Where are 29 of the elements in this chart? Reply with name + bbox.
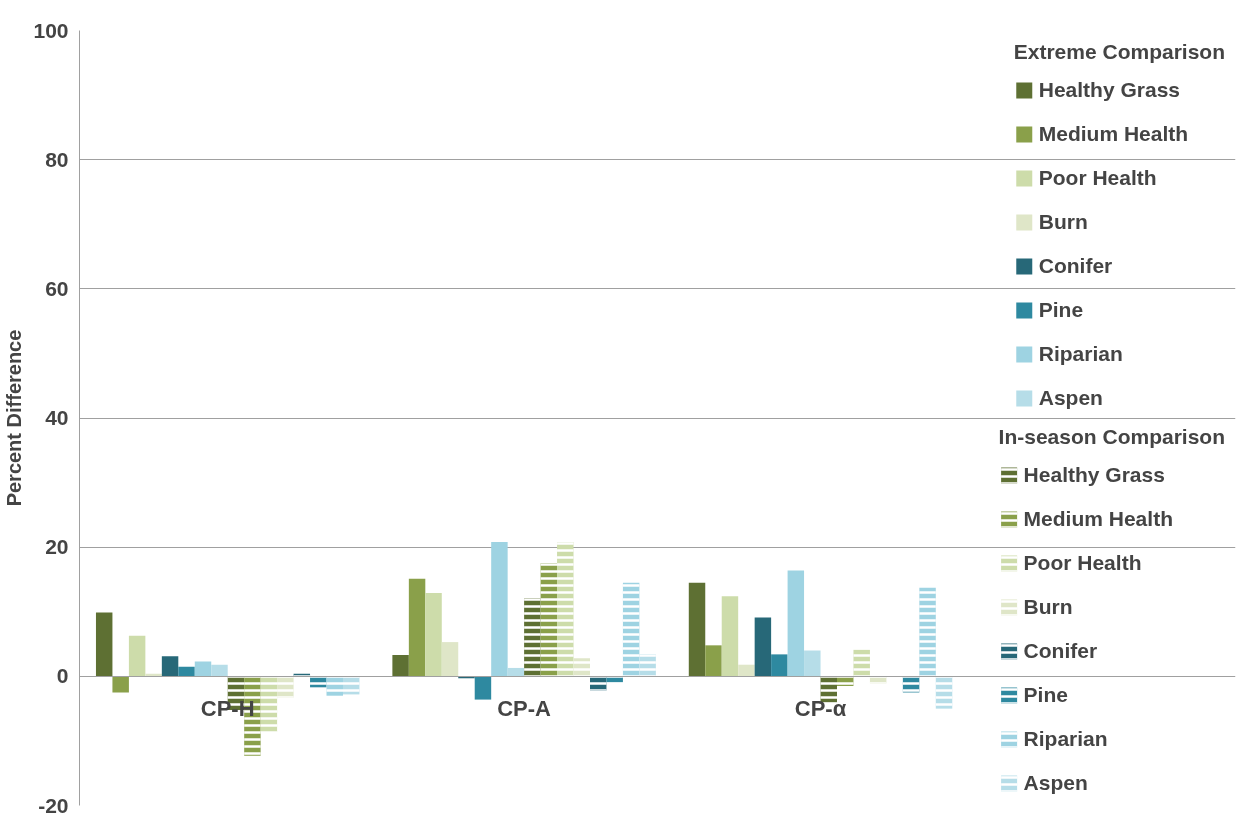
x-tick-label: CP-H (200, 696, 255, 722)
legend-label: Healthy Grass (1023, 463, 1165, 487)
y-tick-label: 60 (45, 276, 69, 300)
legend-label: Pine (1038, 298, 1084, 322)
legend-label: Pine (1023, 683, 1068, 707)
y-tick-label: 100 (33, 18, 69, 42)
legend-label: Riparian (1038, 342, 1123, 366)
y-tick-label: -20 (38, 793, 69, 817)
legend-label: Aspen (1038, 386, 1103, 410)
legend-label: Medium Health (1038, 122, 1189, 146)
x-tick-label: CP-α (794, 696, 847, 722)
y-tick-label: 0 (56, 664, 69, 688)
legend-label: Healthy Grass (1038, 78, 1181, 102)
legend-label: Medium Health (1023, 507, 1173, 531)
y-tick-label: 40 (45, 406, 69, 429)
legend-label: Conifer (1038, 254, 1113, 278)
y-tick-label: 20 (45, 535, 69, 559)
y-tick-label: 80 (45, 147, 69, 171)
legend-label: Poor Health (1023, 551, 1142, 575)
legend-label: Burn (1023, 595, 1073, 619)
legend-label: Burn (1038, 210, 1088, 234)
text: In-season Comparison (998, 425, 1225, 448)
y-axis-title: Percent Difference (3, 329, 26, 507)
legend-label: Riparian (1023, 727, 1108, 751)
legend-label: Conifer (1023, 639, 1098, 663)
text: Extreme Comparison (1013, 40, 1225, 63)
legend-label: Aspen (1023, 771, 1088, 795)
x-tick-label: CP-A (497, 696, 552, 722)
legend-label: Poor Health (1038, 166, 1157, 190)
